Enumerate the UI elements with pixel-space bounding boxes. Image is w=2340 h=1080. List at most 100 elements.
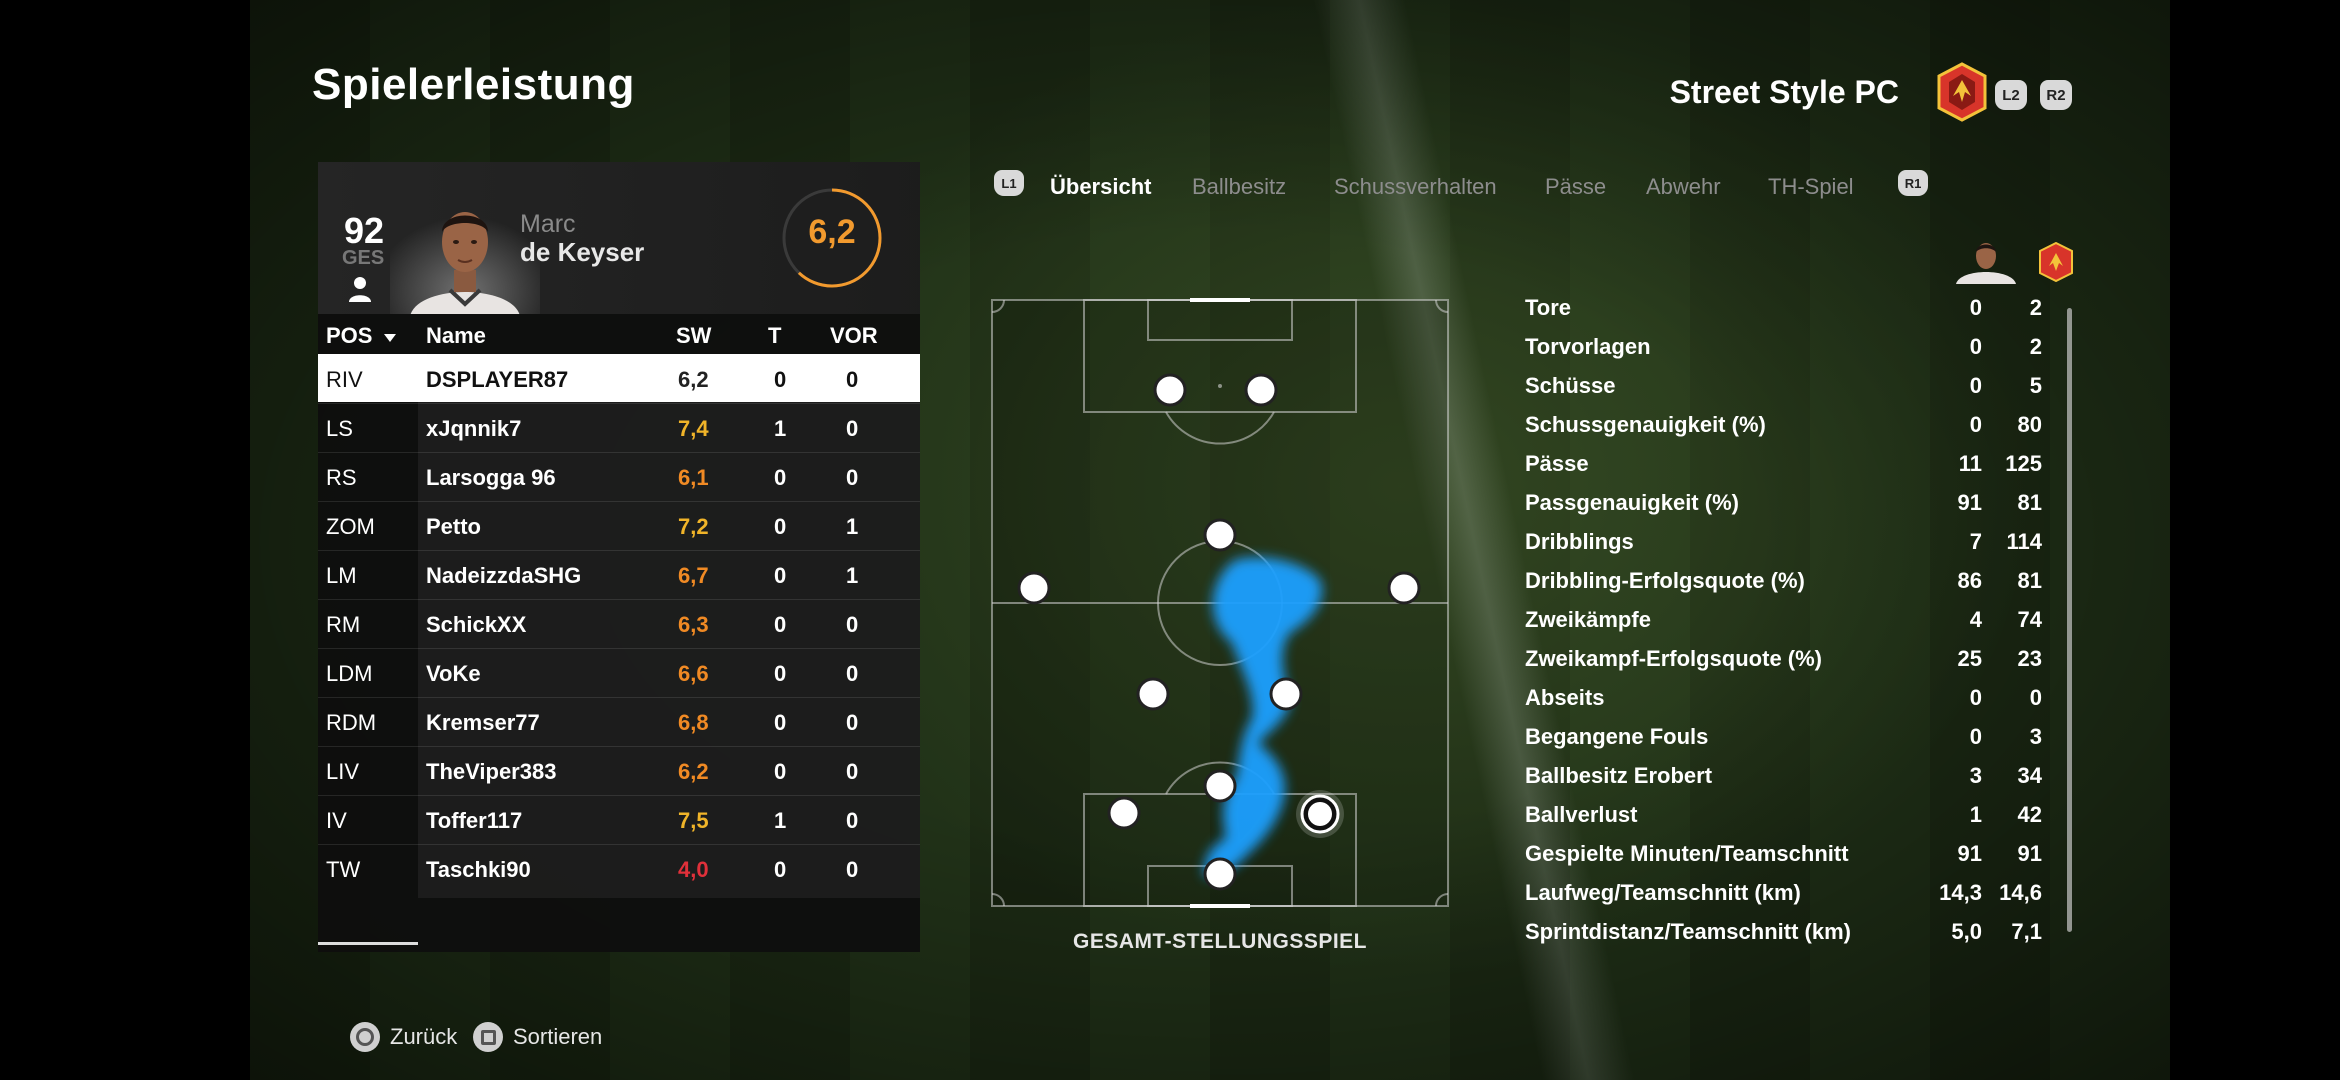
- table-row[interactable]: RS Larsogga 96 6,1 0 0: [318, 452, 920, 500]
- sort-button[interactable]: Sortieren: [473, 1022, 602, 1052]
- team-column-badge-icon: [2039, 242, 2073, 282]
- row-pos: LS: [326, 416, 353, 441]
- sort-label: Sortieren: [513, 1024, 603, 1049]
- table-row[interactable]: RM SchickXX 6,3 0 0: [318, 599, 920, 647]
- stat-team-value: 80: [2017, 412, 2042, 437]
- row-vor: 0: [846, 612, 859, 637]
- row-t: 0: [774, 465, 787, 490]
- table-row[interactable]: RDM Kremser77 6,8 0 0: [318, 697, 920, 745]
- row-sw: 4,0: [678, 857, 709, 882]
- table-row[interactable]: IV Toffer117 7,5 1 0: [318, 795, 920, 843]
- tab-abwehr[interactable]: Abwehr: [1646, 174, 1721, 199]
- tab-ballbesitz[interactable]: Ballbesitz: [1192, 174, 1287, 199]
- table-row[interactable]: RIV DSPLAYER87 6,2 0 0: [318, 354, 920, 402]
- stat-row: Passgenauigkeit (%) 91 81: [1525, 485, 2065, 524]
- row-vor: 0: [846, 808, 859, 833]
- row-sw: 6,2: [678, 759, 709, 784]
- row-name: Toffer117: [426, 808, 523, 833]
- stat-player-value: 25: [1957, 646, 1982, 671]
- table-scroll-indicator: [318, 942, 418, 945]
- table-row[interactable]: ZOM Petto 7,2 0 1: [318, 501, 920, 549]
- stat-team-value: 74: [2017, 607, 2042, 632]
- stat-player-value: 5,0: [1951, 919, 1982, 944]
- player-positions: [1017, 373, 1421, 891]
- column-vor[interactable]: VOR: [830, 323, 878, 348]
- stat-team-value: 91: [2017, 841, 2042, 866]
- row-vor: 1: [846, 563, 859, 588]
- table-row[interactable]: LS xJqnnik7 7,4 1 0: [318, 403, 920, 451]
- tab-th-spiel[interactable]: TH-Spiel: [1768, 174, 1854, 199]
- column-name[interactable]: Name: [426, 323, 486, 348]
- row-t: 0: [774, 612, 787, 637]
- stat-player-value: 1: [1969, 802, 1982, 827]
- table-row[interactable]: LDM VoKe 6,6 0 0: [318, 648, 920, 696]
- row-sw: 6,2: [678, 367, 709, 392]
- row-sw: 6,6: [678, 661, 709, 686]
- stat-row: Tore 0 2: [1525, 290, 2065, 329]
- row-vor: 0: [846, 661, 859, 686]
- row-divider: [318, 746, 920, 747]
- stat-label: Laufweg/Teamschnitt (km): [1525, 880, 1801, 905]
- row-vor: 0: [846, 857, 859, 882]
- row-sw: 7,5: [678, 808, 709, 833]
- row-divider: [318, 697, 920, 698]
- r2-button[interactable]: R2: [2040, 80, 2072, 110]
- team-badge-icon: [1937, 62, 1987, 122]
- row-pos: LDM: [326, 661, 373, 686]
- row-divider: [318, 648, 920, 649]
- l1-button[interactable]: L1: [994, 170, 1024, 196]
- stat-player-value: 0: [1969, 334, 1982, 359]
- table-row[interactable]: LM NadeizzdaSHG 6,7 0 1: [318, 550, 920, 598]
- stat-label: Begangene Fouls: [1525, 724, 1709, 749]
- r1-button[interactable]: R1: [1898, 170, 1928, 196]
- l2-button[interactable]: L2: [1995, 80, 2027, 110]
- row-sw: 6,8: [678, 710, 709, 735]
- stat-row: Torvorlagen 0 2: [1525, 329, 2065, 368]
- row-t: 1: [774, 808, 787, 833]
- player-column-portrait: [1956, 243, 2016, 284]
- column-t[interactable]: T: [768, 323, 782, 348]
- column-pos[interactable]: POS: [326, 323, 397, 349]
- tab-paesse[interactable]: Pässe: [1545, 174, 1607, 199]
- row-vor: 0: [846, 710, 859, 735]
- row-name: Larsogga 96: [426, 465, 556, 490]
- row-pos: LIV: [326, 759, 360, 784]
- stat-row: Schussgenauigkeit (%) 0 80: [1525, 407, 2065, 446]
- stat-label: Zweikämpfe: [1525, 607, 1651, 632]
- stat-row: Schüsse 0 5: [1525, 368, 2065, 407]
- stats-scrollbar[interactable]: [2067, 308, 2072, 932]
- heatmap-caption: GESAMT-STELLUNGSSPIEL: [1072, 930, 1368, 953]
- stat-row: Ballverlust 1 42: [1525, 797, 2065, 836]
- stat-label: Pässe: [1525, 451, 1589, 476]
- row-vor: 0: [846, 416, 859, 441]
- row-pos: RIV: [326, 367, 363, 392]
- column-sw[interactable]: SW: [676, 323, 712, 348]
- row-name: Taschki90: [426, 857, 531, 882]
- match-rating-value: 6,2: [808, 213, 856, 251]
- stat-row: Zweikampf-Erfolgsquote (%) 25 23: [1525, 641, 2065, 680]
- row-t: 0: [774, 367, 787, 392]
- stat-label: Dribblings: [1525, 529, 1634, 554]
- stat-team-value: 7,1: [2011, 919, 2042, 944]
- tab-schussverhalten[interactable]: Schussverhalten: [1334, 174, 1497, 199]
- row-vor: 0: [846, 759, 859, 784]
- name-column-background: [418, 354, 920, 898]
- row-pos: ZOM: [326, 514, 375, 539]
- stat-team-value: 34: [2017, 763, 2042, 788]
- stat-player-value: 91: [1957, 841, 1982, 866]
- stat-team-value: 2: [2029, 295, 2042, 320]
- row-t: 0: [774, 563, 787, 588]
- back-button[interactable]: Zurück: [350, 1022, 457, 1052]
- page-title: Spielerleistung: [312, 60, 635, 109]
- stat-label: Schüsse: [1525, 373, 1616, 398]
- stat-team-value: 23: [2017, 646, 2042, 671]
- tab-uebersicht[interactable]: Übersicht: [1050, 174, 1152, 199]
- stat-row: Abseits 0 0: [1525, 680, 2065, 719]
- square-button-icon: [473, 1022, 503, 1052]
- stat-label: Ballbesitz Erobert: [1525, 763, 1713, 788]
- row-name: TheViper383: [426, 759, 557, 784]
- table-row[interactable]: LIV TheViper383 6,2 0 0: [318, 746, 920, 794]
- stat-label: Tore: [1525, 295, 1572, 320]
- stat-team-value: 42: [2017, 802, 2042, 827]
- table-row[interactable]: TW Taschki90 4,0 0 0: [318, 844, 920, 892]
